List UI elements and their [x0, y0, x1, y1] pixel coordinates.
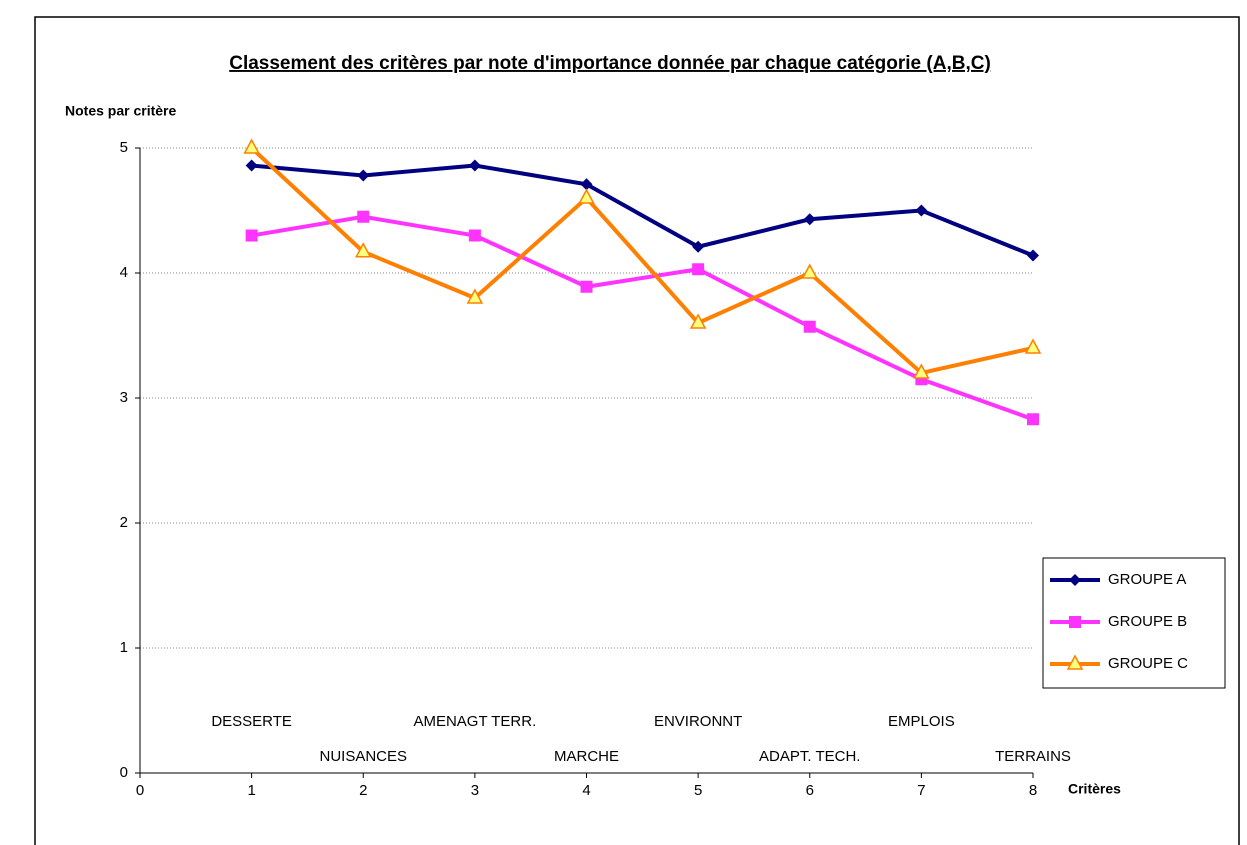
series-line [251, 214, 1034, 422]
y-axis-label: Notes par critère [65, 103, 176, 119]
series-line [250, 146, 1034, 376]
legend-marker [1066, 654, 1084, 670]
y-tick-label: 1 [120, 639, 128, 656]
point [357, 169, 370, 182]
legend-label: GROUPE B [1108, 613, 1187, 630]
x-tick-label: 7 [917, 782, 925, 799]
point [578, 188, 595, 204]
point [915, 204, 928, 217]
point [692, 263, 705, 276]
annotation: TERRAINS [995, 748, 1071, 765]
point [580, 280, 593, 293]
point [801, 263, 819, 279]
point [580, 178, 593, 191]
x-tick-label: 3 [471, 782, 479, 799]
point [466, 288, 484, 304]
annotation: AMENAGT TERR. [413, 713, 536, 730]
annotation: EMPLOIS [888, 713, 955, 730]
y-tick-label: 0 [120, 764, 128, 781]
annotation: NUISANCES [319, 748, 407, 765]
point [1027, 249, 1039, 262]
x-axis-label: Critères [1068, 781, 1121, 797]
legend-marker [1069, 574, 1081, 586]
x-tick-label: 0 [136, 782, 144, 799]
annotation: ADAPT. TECH. [759, 748, 860, 765]
point [803, 320, 816, 333]
series-line [251, 163, 1034, 258]
point [1027, 413, 1039, 426]
annotation: DESSERTE [211, 713, 292, 730]
point [245, 159, 258, 172]
x-tick-label: 5 [694, 782, 702, 799]
legend-label: GROUPE A [1108, 571, 1186, 588]
y-tick-label: 2 [120, 514, 128, 531]
x-tick-label: 1 [247, 782, 255, 799]
point [354, 242, 372, 258]
point [913, 363, 930, 379]
y-tick-label: 4 [120, 264, 128, 281]
chart-title: Classement des critères par note d'impor… [229, 53, 991, 74]
x-tick-label: 4 [582, 782, 590, 799]
y-tick-label: 5 [120, 139, 128, 156]
point [692, 240, 705, 253]
point [689, 313, 707, 329]
point [245, 229, 258, 242]
legend-label: GROUPE C [1108, 655, 1188, 672]
y-tick-label: 3 [120, 389, 128, 406]
x-tick-label: 2 [359, 782, 367, 799]
point [468, 159, 481, 172]
annotation: MARCHE [554, 748, 619, 765]
point [468, 229, 481, 242]
point [357, 210, 370, 223]
annotation: ENVIRONNT [654, 713, 742, 730]
chart-frame [34, 16, 1240, 845]
x-tick-label: 8 [1029, 782, 1037, 799]
x-tick-label: 6 [806, 782, 814, 799]
point [1024, 338, 1042, 354]
point [243, 138, 260, 154]
point [803, 213, 816, 226]
legend-marker [1069, 616, 1081, 628]
